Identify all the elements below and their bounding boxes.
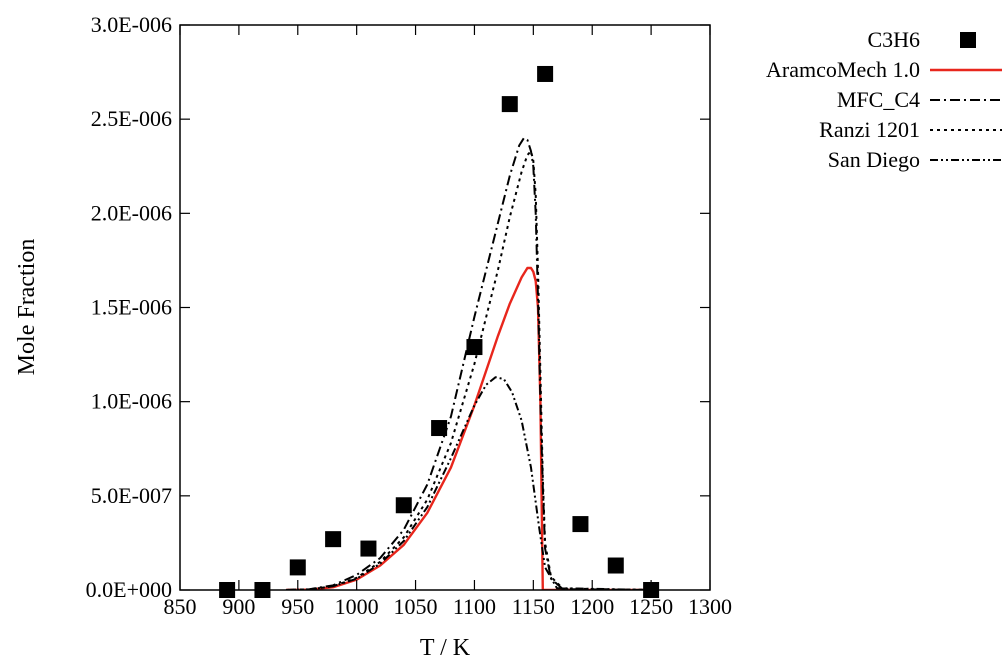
x-tick-label: 1000 [335, 594, 379, 619]
series-line-ranzi-1201 [285, 150, 652, 590]
y-tick-label: 5.0E-007 [91, 483, 172, 508]
y-tick-label: 2.5E-006 [91, 106, 172, 131]
data-point [431, 420, 448, 437]
data-point [325, 531, 342, 548]
series-layer [285, 137, 652, 590]
legend-label: MFC_C4 [837, 87, 920, 112]
legend-label: Ranzi 1201 [819, 117, 920, 142]
x-tick-label: 1250 [629, 594, 673, 619]
x-tick-label: 950 [281, 594, 314, 619]
x-axis-title: T / K [420, 635, 471, 661]
data-point [572, 516, 589, 533]
data-point [219, 582, 236, 598]
data-point [501, 96, 518, 113]
legend-label: C3H6 [867, 27, 920, 52]
x-tick-label: 1200 [570, 594, 614, 619]
x-tick-label: 900 [222, 594, 255, 619]
y-tick-label: 0.0E+000 [86, 577, 172, 602]
legend-marker [960, 32, 976, 48]
legend: C3H6 AramcoMech 1.0 MFC_C4 Ranzi 1201 San Di… [766, 27, 1002, 172]
data-point [289, 559, 306, 576]
legend-label: AramcoMech 1.0 [766, 57, 920, 82]
x-tick-label: 1300 [688, 594, 732, 619]
data-point [360, 540, 377, 557]
series-line-aramcomech-1-0 [285, 266, 652, 590]
series-line-mfc-c4 [285, 137, 652, 590]
legend-label: San Diego [828, 147, 920, 172]
series-line-san-diego [285, 376, 652, 590]
data-point [466, 339, 483, 356]
x-tick-label: 1150 [512, 594, 555, 619]
data-point [537, 65, 554, 82]
y-tick-label: 1.0E-006 [91, 389, 172, 414]
data-point [395, 497, 412, 514]
x-tick-label: 1100 [453, 594, 496, 619]
data-point [254, 582, 271, 598]
y-tick-label: 2.0E-006 [91, 200, 172, 225]
y-tick-label: 1.5E-006 [91, 295, 172, 320]
plot-frame [179, 24, 711, 591]
y-tick-label: 3.0E-006 [91, 12, 172, 37]
x-tick-label: 1050 [394, 594, 438, 619]
axis-layer: 850 900 950 1000 1050 1100 1150 1200 1250 1300 0.0… [86, 12, 732, 619]
data-point [643, 582, 660, 598]
x-tick-label: 850 [164, 594, 197, 619]
data-point [607, 557, 624, 574]
y-axis-title: Mole Fraction [14, 239, 40, 376]
